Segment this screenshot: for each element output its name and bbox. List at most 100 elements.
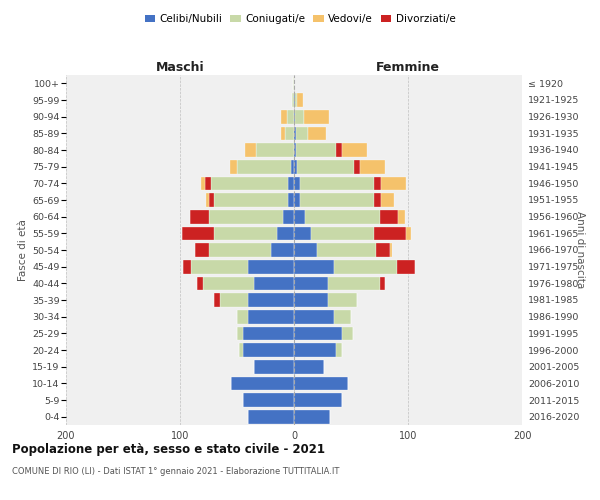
Bar — [294, 210, 305, 224]
Bar — [342, 143, 367, 157]
Bar — [211, 176, 289, 190]
Bar — [294, 176, 300, 190]
Bar — [294, 93, 295, 107]
Bar — [294, 376, 347, 390]
Bar — [209, 193, 214, 207]
Bar — [283, 210, 294, 224]
Bar — [390, 243, 392, 257]
Bar — [406, 226, 412, 240]
Bar — [298, 93, 303, 107]
Bar — [190, 210, 209, 224]
Bar — [294, 126, 296, 140]
Bar — [230, 160, 237, 173]
Bar — [296, 126, 308, 140]
Y-axis label: Anni di nascita: Anni di nascita — [575, 212, 586, 288]
Bar — [305, 210, 380, 224]
Bar — [209, 210, 283, 224]
Bar — [256, 143, 294, 157]
Bar — [355, 160, 360, 173]
Bar — [398, 210, 404, 224]
Bar — [293, 76, 294, 90]
Bar — [334, 260, 397, 274]
Bar — [237, 326, 242, 340]
Bar — [287, 110, 294, 124]
Bar — [239, 343, 242, 357]
Bar — [294, 360, 323, 374]
Bar — [281, 110, 287, 124]
Bar — [294, 326, 342, 340]
Bar — [397, 260, 415, 274]
Bar — [242, 343, 294, 357]
Bar — [237, 310, 248, 324]
Bar — [328, 276, 380, 290]
Bar — [380, 176, 406, 190]
Bar — [294, 343, 336, 357]
Bar — [380, 193, 394, 207]
Bar — [374, 193, 380, 207]
Bar — [182, 226, 214, 240]
Bar — [206, 193, 209, 207]
Bar — [295, 93, 298, 107]
Bar — [214, 226, 277, 240]
Bar — [311, 226, 374, 240]
Bar — [214, 293, 220, 307]
Bar — [294, 393, 342, 407]
Bar — [296, 143, 336, 157]
Bar — [214, 193, 289, 207]
Bar — [191, 260, 248, 274]
Bar — [294, 310, 334, 324]
Bar — [205, 176, 211, 190]
Bar — [360, 160, 385, 173]
Bar — [334, 310, 351, 324]
Bar — [294, 243, 317, 257]
Bar — [248, 410, 294, 424]
Bar — [294, 293, 328, 307]
Bar — [289, 193, 294, 207]
Bar — [248, 310, 294, 324]
Bar — [271, 243, 294, 257]
Text: Maschi: Maschi — [155, 61, 205, 74]
Bar — [248, 293, 294, 307]
Text: COMUNE DI RIO (LI) - Dati ISTAT 1° gennaio 2021 - Elaborazione TUTTITALIA.IT: COMUNE DI RIO (LI) - Dati ISTAT 1° genna… — [12, 468, 340, 476]
Y-axis label: Fasce di età: Fasce di età — [18, 219, 28, 281]
Bar — [294, 160, 298, 173]
Bar — [290, 160, 294, 173]
Bar — [295, 110, 304, 124]
Bar — [220, 293, 248, 307]
Bar — [281, 126, 285, 140]
Bar — [328, 293, 356, 307]
Bar — [254, 360, 294, 374]
Bar — [242, 393, 294, 407]
Bar — [242, 326, 294, 340]
Bar — [380, 276, 385, 290]
Bar — [336, 343, 342, 357]
Bar — [232, 376, 294, 390]
Bar — [209, 243, 271, 257]
Text: Popolazione per età, sesso e stato civile - 2021: Popolazione per età, sesso e stato civil… — [12, 442, 325, 456]
Bar — [304, 110, 329, 124]
Bar — [342, 326, 353, 340]
Bar — [285, 126, 294, 140]
Bar — [294, 410, 331, 424]
Bar — [294, 276, 328, 290]
Bar — [374, 176, 380, 190]
Bar — [298, 160, 355, 173]
Bar — [203, 276, 254, 290]
Bar — [237, 160, 290, 173]
Bar — [380, 210, 398, 224]
Bar — [308, 126, 326, 140]
Bar — [248, 260, 294, 274]
Bar — [294, 193, 300, 207]
Bar — [289, 176, 294, 190]
Text: Femmine: Femmine — [376, 61, 440, 74]
Bar — [254, 276, 294, 290]
Bar — [294, 110, 295, 124]
Bar — [294, 143, 296, 157]
Bar — [376, 243, 390, 257]
Bar — [277, 226, 294, 240]
Bar — [317, 243, 376, 257]
Bar — [300, 193, 374, 207]
Bar — [195, 243, 209, 257]
Bar — [184, 260, 191, 274]
Bar — [245, 143, 256, 157]
